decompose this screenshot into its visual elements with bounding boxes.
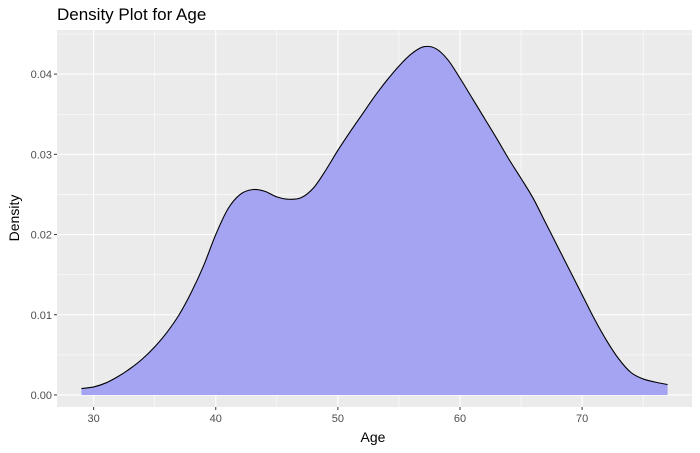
- x-tick-label: 40: [210, 413, 222, 425]
- y-tick-label: 0.00: [31, 390, 52, 402]
- x-tick-label: 50: [332, 413, 344, 425]
- x-axis-label: Age: [360, 429, 386, 445]
- x-tick-label: 70: [576, 413, 588, 425]
- y-tick-label: 0.03: [31, 149, 52, 161]
- y-tick-label: 0.02: [31, 230, 52, 242]
- x-tick-label: 30: [88, 413, 100, 425]
- y-tick-label: 0.01: [31, 310, 52, 322]
- y-tick-label: 0.04: [31, 69, 52, 81]
- chart-title: Density Plot for Age: [57, 5, 207, 24]
- density-line: [81, 45, 668, 390]
- x-tick-label: 60: [454, 413, 466, 425]
- density-area: [81, 46, 668, 395]
